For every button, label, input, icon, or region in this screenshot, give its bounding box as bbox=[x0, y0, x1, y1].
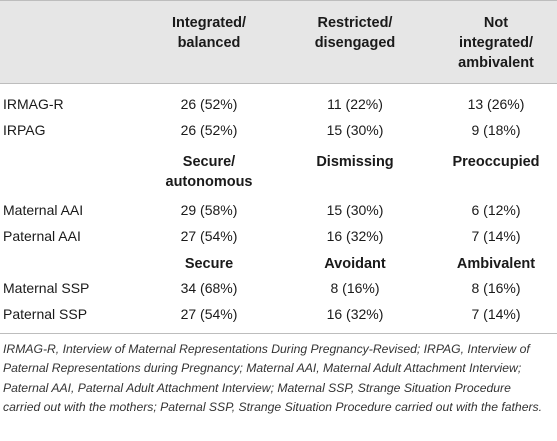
table-cell: 15 (30%) bbox=[326, 202, 384, 218]
table-cell: 8 (16%) bbox=[330, 280, 380, 296]
subheader-cell: Ambivalent bbox=[456, 256, 536, 272]
table-cell: 16 (32%) bbox=[326, 306, 384, 322]
subheader-cell: Avoidant bbox=[324, 256, 386, 272]
row-label: Paternal SSP bbox=[3, 306, 88, 322]
header-text: Not bbox=[483, 15, 509, 31]
table-cell: 27 (54%) bbox=[180, 228, 238, 244]
table-bottom-rule bbox=[0, 333, 557, 334]
row-label: Paternal AAI bbox=[3, 228, 81, 244]
header-text: balanced bbox=[177, 35, 241, 51]
table-row: Paternal SSP 27 (54%) 16 (32%) 7 (14%) bbox=[0, 303, 557, 326]
table-cell: 26 (52%) bbox=[180, 122, 238, 138]
data-table: Integrated/ balanced Restricted/ disenga… bbox=[0, 0, 557, 414]
table-cell: 13 (26%) bbox=[467, 96, 525, 112]
column-header-integrated: Integrated/ balanced bbox=[149, 13, 269, 53]
table-footnote: IRMAG-R, Interview of Maternal Represent… bbox=[3, 342, 543, 414]
table-row: Maternal SSP 34 (68%) 8 (16%) 8 (16%) bbox=[0, 277, 557, 300]
table-cell: 7 (14%) bbox=[471, 228, 521, 244]
table-header: Integrated/ balanced Restricted/ disenga… bbox=[0, 0, 557, 84]
table-cell: 8 (16%) bbox=[471, 280, 521, 296]
table-cell: 34 (68%) bbox=[180, 280, 238, 296]
table-cell: 16 (32%) bbox=[326, 228, 384, 244]
subheader-cell: Preoccupied bbox=[452, 154, 540, 170]
row-label: Maternal AAI bbox=[3, 202, 84, 218]
row-label: Maternal SSP bbox=[3, 280, 90, 296]
table-cell: 26 (52%) bbox=[180, 96, 238, 112]
column-header-not-integrated: Not integrated/ ambivalent bbox=[436, 13, 556, 73]
table-cell: 7 (14%) bbox=[471, 306, 521, 322]
column-header-restricted: Restricted/ disengaged bbox=[295, 13, 415, 53]
subheader-cell: Secure/ autonomous bbox=[149, 152, 269, 192]
table-cell: 9 (18%) bbox=[471, 122, 521, 138]
table-cell: 6 (12%) bbox=[471, 202, 521, 218]
row-label: IRMAG-R bbox=[3, 96, 64, 112]
header-text: ambivalent bbox=[458, 55, 534, 71]
table-cell: 29 (58%) bbox=[180, 202, 238, 218]
row-label: IRPAG bbox=[3, 122, 46, 138]
table-row: IRPAG 26 (52%) 15 (30%) 9 (18%) bbox=[0, 119, 557, 142]
table-cell: 27 (54%) bbox=[180, 306, 238, 322]
subheader-cell: Dismissing bbox=[316, 154, 394, 170]
table-row: Maternal AAI 29 (58%) 15 (30%) 6 (12%) bbox=[0, 199, 557, 222]
subheader-cell: Secure bbox=[184, 256, 234, 272]
table-row: IRMAG-R 26 (52%) 11 (22%) 13 (26%) bbox=[0, 93, 557, 116]
header-text: autonomous bbox=[165, 174, 253, 190]
header-text: integrated/ bbox=[458, 35, 534, 51]
header-text: Integrated/ bbox=[171, 15, 247, 31]
header-text: disengaged bbox=[314, 35, 396, 51]
table-cell: 11 (22%) bbox=[327, 96, 383, 112]
table-cell: 15 (30%) bbox=[326, 122, 384, 138]
table-row: Paternal AAI 27 (54%) 16 (32%) 7 (14%) bbox=[0, 225, 557, 248]
header-text: Restricted/ bbox=[317, 15, 393, 31]
header-text: Secure/ bbox=[182, 154, 236, 170]
